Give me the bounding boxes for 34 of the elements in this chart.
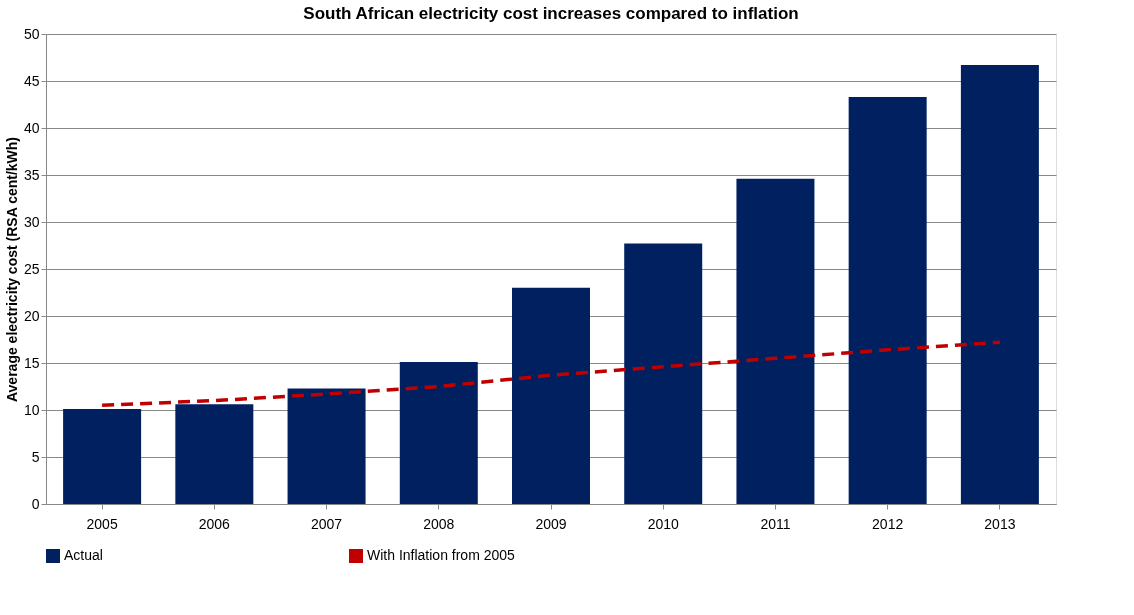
bar [175,404,254,504]
bar [624,243,703,504]
x-tick-label: 2007 [310,515,343,532]
y-tick-label: 10 [23,401,40,418]
x-tick-label: 2005 [86,515,118,532]
x-tick-label: 2008 [423,515,455,532]
y-tick-label: 20 [23,307,40,324]
y-tick-label: 50 [23,25,40,42]
bar [848,96,927,504]
y-tick-label: 30 [23,213,40,230]
x-tick-label: 2009 [535,515,567,532]
x-tick-label: 2013 [984,515,1016,532]
y-axis-title: Average electricity cost (RSA cent/kWh) [3,136,20,403]
x-tick-label: 2010 [647,515,679,532]
y-tick-label: 35 [23,166,40,183]
x-tick-label: 2011 [760,515,791,532]
y-tick-label: 45 [23,72,40,89]
x-tick-label: 2012 [872,515,904,532]
legend-label: With Inflation from 2005 [367,547,516,563]
bar [736,178,815,504]
y-tick-label: 25 [23,260,40,277]
y-tick-label: 15 [23,354,40,371]
line-series [100,340,1002,408]
x-tick-label: 2006 [198,515,231,532]
bar [63,409,142,504]
bar [287,388,366,504]
legend-label: Actual [64,547,103,563]
bar [960,65,1039,504]
y-tick-label: 0 [31,495,40,512]
bar [512,287,590,504]
y-tick-label: 5 [31,448,40,465]
chart-title: South African electricity cost increases compared to inflation [303,4,799,23]
bar [399,362,478,504]
y-tick-label: 40 [23,119,40,136]
